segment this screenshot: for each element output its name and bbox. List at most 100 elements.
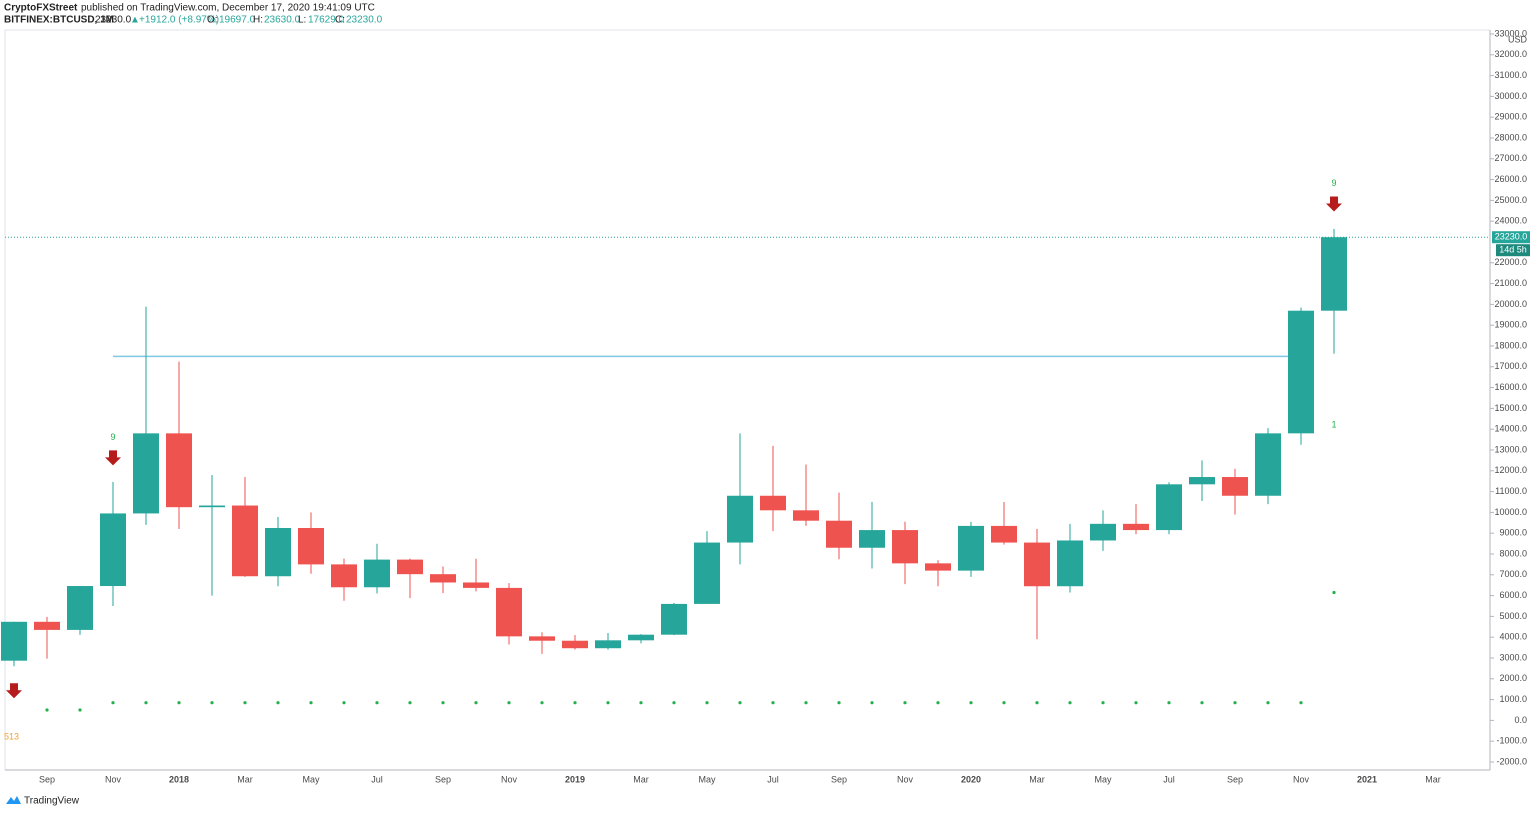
signal-dot — [1266, 701, 1270, 705]
signal-dot — [144, 701, 148, 705]
candle-body — [958, 525, 984, 571]
symbol: BITFINEX:BTCUSD, 1M — [4, 15, 114, 26]
published: published on TradingView.com, December 1… — [81, 3, 375, 14]
last-price-label: 23230.0 — [1495, 232, 1528, 242]
signal-dot — [1134, 701, 1138, 705]
y-tick-label: 25000.0 — [1494, 195, 1527, 205]
y-tick-label: 10000.0 — [1494, 507, 1527, 517]
candle-body — [463, 582, 489, 588]
h-value: 23630.0 — [264, 15, 301, 26]
signal-dot — [1200, 701, 1204, 705]
signal-dot — [1299, 701, 1303, 705]
signal-dot — [177, 701, 181, 705]
candle-body — [100, 513, 126, 587]
candle-body — [1222, 477, 1248, 496]
change: +1912.0 (+8.97%) — [139, 15, 219, 26]
signal-dot — [441, 701, 445, 705]
signal-dot — [540, 701, 544, 705]
candle-body — [364, 559, 390, 588]
y-tick-label: 3000.0 — [1499, 652, 1527, 662]
x-tick-label: May — [698, 774, 716, 784]
signal-dot — [1233, 701, 1237, 705]
x-tick-label: Jul — [767, 774, 779, 784]
c-value: 23230.0 — [346, 15, 383, 26]
signal-dot — [672, 701, 676, 705]
candle-body — [991, 525, 1017, 543]
candle-body — [1156, 484, 1182, 531]
candle-body — [397, 559, 423, 575]
y-tick-label: 5000.0 — [1499, 611, 1527, 621]
signal-dot — [408, 701, 412, 705]
y-tick-label: 21000.0 — [1494, 278, 1527, 288]
signal-dot — [375, 701, 379, 705]
sell-arrow — [105, 450, 121, 466]
signal-dot — [507, 701, 511, 705]
candle-body — [430, 574, 456, 583]
signal-dot — [342, 701, 346, 705]
c-label: C: — [335, 15, 345, 26]
logo-icon — [6, 796, 21, 804]
candle-body — [694, 542, 720, 604]
signal-dot — [1002, 701, 1006, 705]
x-tick-label: Nov — [897, 774, 914, 784]
y-tick-label: 0.0 — [1514, 715, 1527, 725]
signal-dot — [210, 701, 214, 705]
candle-body — [298, 527, 324, 565]
candle-body — [661, 603, 687, 635]
signal-dot — [474, 701, 478, 705]
y-tick-label: 15000.0 — [1494, 403, 1527, 413]
x-tick-label: Nov — [105, 774, 122, 784]
candle-body — [1189, 477, 1215, 485]
candle-body — [133, 433, 159, 514]
signal-dot — [1167, 701, 1171, 705]
signal-dot — [1035, 701, 1039, 705]
signal-dot — [111, 701, 115, 705]
x-tick-label: Nov — [501, 774, 518, 784]
candle-body — [166, 433, 192, 508]
x-tick-label: Sep — [435, 774, 451, 784]
y-tick-label: 32000.0 — [1494, 49, 1527, 59]
candle-body — [1123, 523, 1149, 531]
candle-body — [1321, 237, 1347, 311]
y-tick-label: 29000.0 — [1494, 112, 1527, 122]
y-tick-label: 8000.0 — [1499, 548, 1527, 558]
y-tick-label: 9000.0 — [1499, 528, 1527, 538]
candle-body — [1090, 523, 1116, 541]
y-tick-label: 30000.0 — [1494, 91, 1527, 101]
author: CryptoFXStreet — [4, 3, 78, 14]
signal-dot — [606, 701, 610, 705]
signal-dot — [870, 701, 874, 705]
y-tick-label: 7000.0 — [1499, 569, 1527, 579]
candle-body — [232, 505, 258, 577]
y-tick-label: 14000.0 — [1494, 424, 1527, 434]
candle-body — [199, 505, 225, 508]
x-tick-label: Sep — [39, 774, 55, 784]
candle-body — [34, 621, 60, 630]
signal-dot — [804, 701, 808, 705]
candle-body — [562, 640, 588, 649]
sell-arrow — [1326, 196, 1342, 212]
x-tick-label: Mar — [237, 774, 253, 784]
signal-dot — [903, 701, 907, 705]
y-tick-label: 26000.0 — [1494, 174, 1527, 184]
y-tick-label: 13000.0 — [1494, 444, 1527, 454]
candle-body — [1288, 310, 1314, 434]
up-triangle: ▲ — [130, 15, 140, 26]
x-tick-label: 2018 — [169, 774, 189, 784]
plot-area — [4, 29, 1491, 771]
y-tick-label: 2000.0 — [1499, 673, 1527, 683]
x-tick-label: May — [1094, 774, 1112, 784]
signal-dot — [1332, 590, 1336, 595]
y-tick-label: 22000.0 — [1494, 257, 1527, 267]
signal-dot — [639, 701, 643, 705]
x-tick-label: Mar — [1425, 774, 1441, 784]
candle-body — [727, 495, 753, 543]
candle-body — [67, 586, 93, 630]
signal-dot — [243, 701, 247, 705]
l-label: L: — [298, 15, 306, 26]
y-tick-label: 28000.0 — [1494, 132, 1527, 142]
candle-body — [793, 510, 819, 521]
x-tick-label: Sep — [1227, 774, 1243, 784]
y-tick-label: 24000.0 — [1494, 216, 1527, 226]
countdown-box — [1496, 244, 1530, 257]
